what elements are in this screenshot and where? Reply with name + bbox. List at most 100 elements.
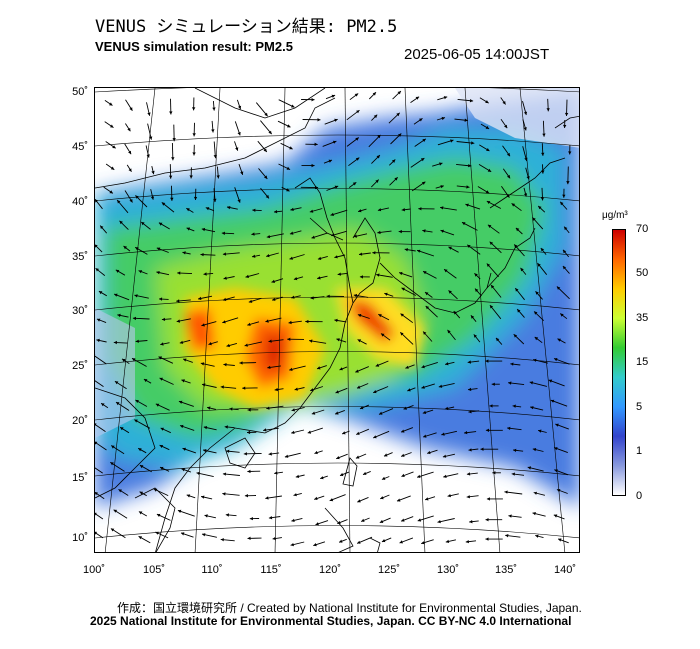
wind-arrow-head [335,390,339,394]
wind-arrow-head [317,256,322,260]
wind-arrow-head [237,132,241,136]
wind-arrow-head [291,104,295,108]
wind-arrow-head [224,425,228,429]
wind-arrow-head [334,185,339,189]
wind-arrow-head [445,539,450,543]
wind-arrow-head [425,306,430,310]
wind-arrow-head [290,543,294,547]
wind-arrow-head [220,385,224,389]
wind-arrow-head [468,387,472,392]
wind-arrow-head [266,235,271,239]
wind-arrow-head [244,494,248,498]
wind-arrow-head [245,274,249,278]
wind-arrow-head [486,263,491,267]
wind-arrow-head [553,514,558,518]
wind-arrow-head [129,107,133,111]
wind-arrow-head [527,466,532,470]
wind-arrow-head [485,359,489,363]
colorbar-label-1: 1 [636,445,643,457]
wind-arrow-head [380,496,384,500]
wind-arrow-head [339,367,343,371]
wind-arrow-head [313,543,317,547]
wind-arrow-head [271,279,275,283]
wind-arrow-head [514,244,518,248]
wind-arrow-head [122,358,126,362]
wind-arrow-head [135,195,139,199]
wind-arrow-head [422,229,426,233]
wind-arrow-head [95,492,98,496]
wind-arrow-head [448,290,452,294]
wind-arrow-head [515,227,520,232]
wind-arrow-head [401,518,405,522]
wind-arrow-head [407,388,411,392]
wind-arrow-head [212,107,216,111]
wind-arrow-head [96,338,100,343]
wind-arrow-head [96,318,101,322]
wind-arrow-head [207,406,211,410]
wind-arrow-head [448,246,452,250]
wind-arrow-head [489,305,494,309]
wind-arrow-head [399,540,403,544]
wind-arrow-head [533,491,537,495]
wind-arrow-head [373,435,377,439]
wind-arrow-head [101,403,105,407]
wind-arrow-head [508,381,512,385]
wind-arrow-head [510,362,514,366]
wind-vectors [95,90,572,547]
colorbar-label-5: 5 [636,401,643,413]
wind-arrow-head [423,331,427,335]
wind-arrow-head [320,476,324,480]
wind-arrow-head [336,338,340,342]
wind-arrow-head [337,272,341,276]
wind-arrow-head [179,340,184,344]
wind-arrow-head [223,276,227,280]
wind-arrow-head [540,197,545,201]
wind-arrow-head [291,518,295,522]
wind-arrow-head [405,365,409,369]
wind-arrow-head [415,96,420,100]
wind-arrow-head [248,299,253,303]
lat-label-40: 40˚ [72,196,88,208]
wind-arrow-head [274,387,278,392]
wind-arrow-head [265,496,269,500]
wind-arrow-head [160,427,164,431]
coastlines [95,88,579,552]
wind-arrow-head [287,337,291,341]
wind-arrow-head [289,367,293,371]
wind-arrow-head [329,498,334,502]
wind-arrow-head [568,151,572,155]
wind-arrow-head [377,134,381,139]
wind-arrow-head [143,379,148,383]
wind-arrow-head [201,323,205,327]
wind-arrow-head [564,112,569,116]
wind-arrow-head [328,159,332,163]
wind-arrow-head [288,320,292,325]
wind-arrow-head [421,385,425,389]
wind-arrow-head [469,99,474,103]
wind-arrow-head [291,408,295,412]
colorbar-unit: μg/m³ [602,210,628,221]
colorbar-label-15: 15 [636,356,649,368]
wind-arrow-head [376,155,380,159]
wind-arrow-head [237,199,241,203]
wind-arrow-head [95,244,98,248]
wind-arrow-head [202,383,206,387]
wind-arrow-head [177,509,182,513]
wind-arrow-head [523,193,528,197]
wind-arrow-head [156,271,160,275]
wind-arrow-head [537,263,541,267]
wind-arrow-head [192,107,196,111]
wind-arrow-head [95,531,98,535]
wind-arrow-head [339,539,343,543]
wind-arrow-head [110,166,115,170]
wind-arrow-head [404,248,408,252]
wind-arrow-head [384,292,388,296]
wind-arrow-head [181,468,185,472]
wind-arrow-head [138,448,142,452]
wind-arrow-head [223,363,227,367]
wind-arrow-head [120,427,124,431]
lon-label-115: 115˚ [260,564,282,576]
wind-arrow-head [222,472,227,476]
wind-arrow-head [443,474,447,478]
wind-arrow-head [266,254,270,258]
